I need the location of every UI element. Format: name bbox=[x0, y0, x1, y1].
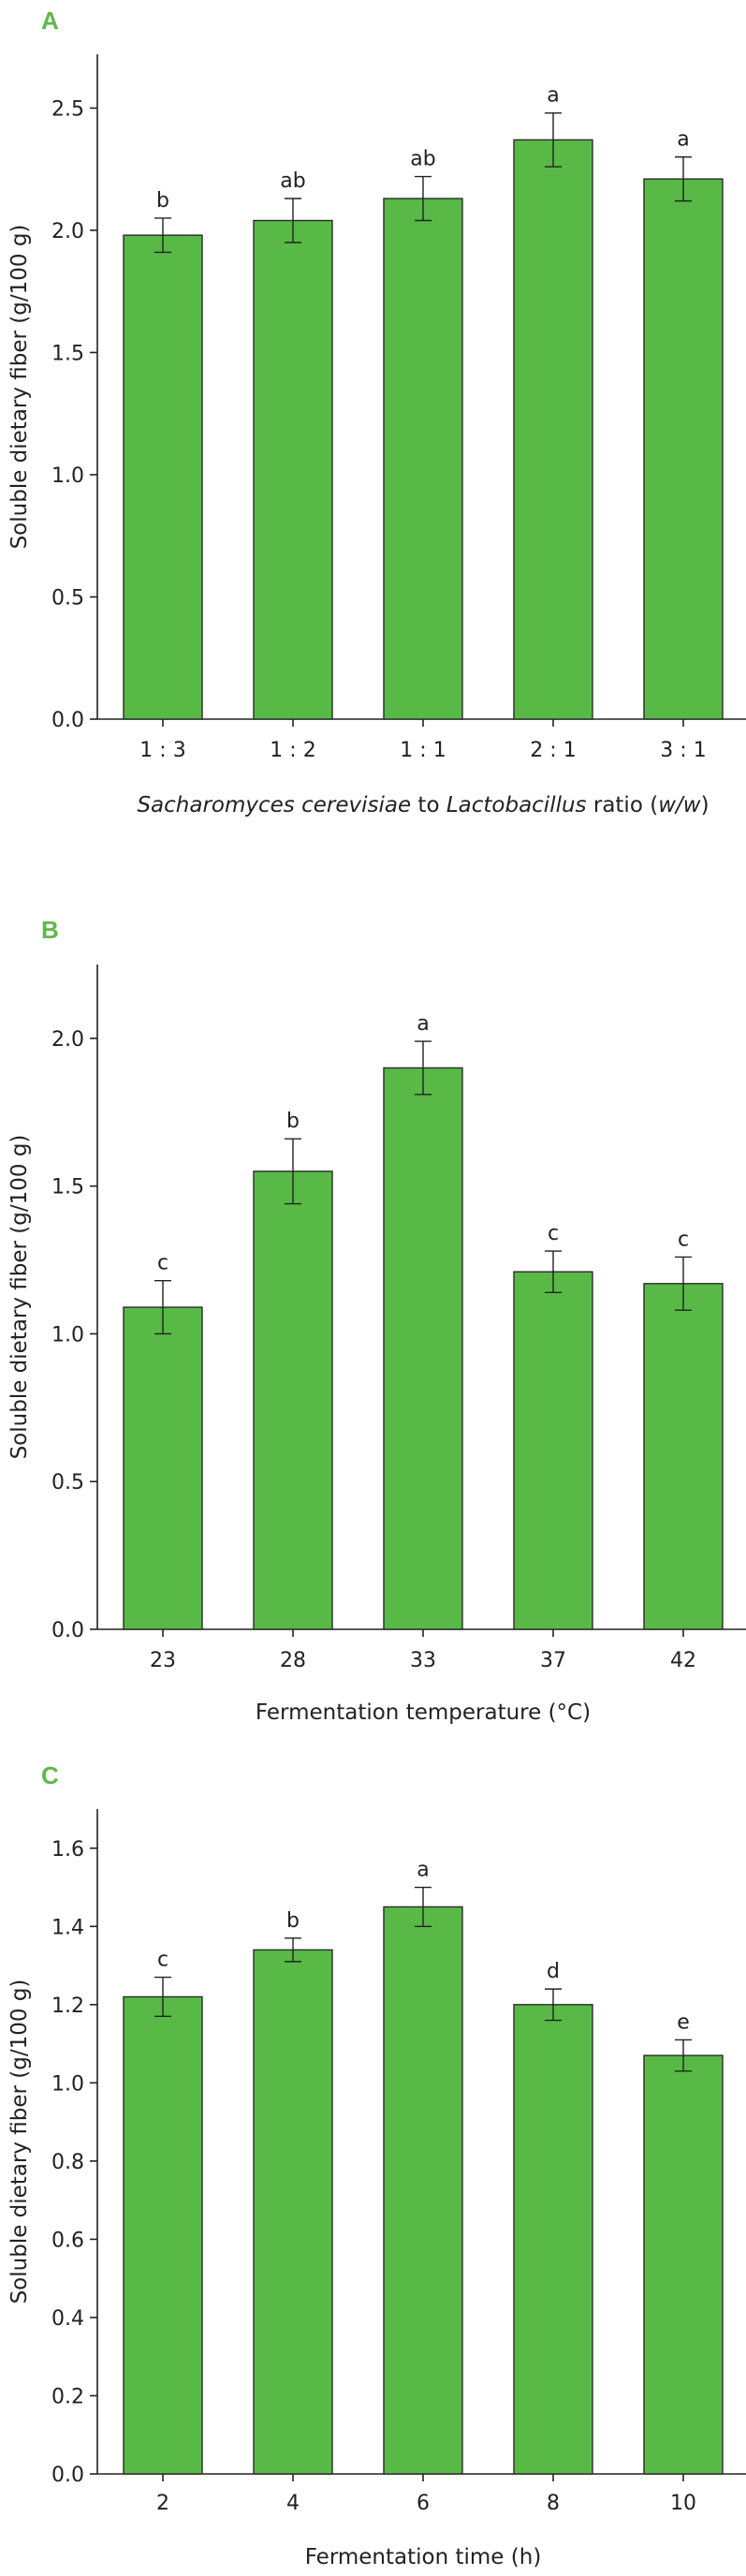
significance-label: c bbox=[678, 1228, 689, 1251]
panel-c: C 0.0 0.2 0.4 0.6 0.8 1.0 1.2 1.4 1.6 Soluble diet… bbox=[7, 1761, 746, 2569]
x-tick-label: 28 bbox=[280, 1649, 306, 1672]
significance-label: b bbox=[286, 1909, 300, 1933]
y-tick-label: 1.2 bbox=[51, 1995, 84, 2018]
x-tick-label: 1 : 2 bbox=[270, 739, 315, 762]
y-tick-label: 1.5 bbox=[51, 1176, 84, 1200]
significance-label: e bbox=[677, 2010, 690, 2034]
bar bbox=[253, 1949, 333, 2475]
x-tick-label: 1 : 1 bbox=[400, 739, 446, 762]
significance-label: b bbox=[156, 189, 169, 213]
x-axis-title-part: ratio ( bbox=[587, 793, 659, 817]
y-tick-label: 2.0 bbox=[51, 1028, 84, 1052]
x-tick-label: 2 : 1 bbox=[530, 739, 576, 762]
x-axis-title-part: w/w bbox=[658, 793, 701, 817]
x-tick-label: 37 bbox=[540, 1649, 566, 1672]
bar bbox=[123, 234, 203, 720]
x-tick-label: 3 : 1 bbox=[660, 739, 706, 762]
x-axis-title: Sacharomyces cerevisiae to Lactobacillus… bbox=[137, 793, 709, 817]
x-tick-label: 42 bbox=[670, 1649, 696, 1672]
panel-a: A 0.0 0.5 1.0 1.5 2.0 2.5 Soluble dietary fiber… bbox=[7, 7, 746, 817]
y-tick-label: 0.4 bbox=[51, 2307, 84, 2331]
y-axis-title: Soluble dietary fiber (g/100 g) bbox=[7, 1980, 32, 2304]
y-tick-label: 1.0 bbox=[51, 1323, 84, 1347]
y-tick-label: 1.4 bbox=[51, 1916, 84, 1939]
x-tick-label: 4 bbox=[286, 2492, 300, 2515]
bar bbox=[383, 198, 463, 720]
bar bbox=[643, 2054, 724, 2475]
x-tick-label: 2 bbox=[156, 2492, 169, 2515]
bar bbox=[513, 139, 593, 720]
y-tick-label: 1.5 bbox=[51, 342, 84, 365]
significance-label: a bbox=[547, 84, 559, 108]
x-tick-label: 8 bbox=[547, 2492, 560, 2515]
y-tick-label: 1.0 bbox=[51, 464, 84, 488]
y-tick-label: 2.5 bbox=[51, 97, 84, 121]
significance-label: ab bbox=[410, 148, 435, 171]
bar bbox=[513, 2004, 593, 2475]
y-tick-label: 1.0 bbox=[51, 2072, 84, 2096]
x-axis-title-part: Fermentation temperature (°C) bbox=[256, 1700, 591, 1725]
panel-b: B 0.0 0.5 1.0 1.5 2.0 Soluble dietary fiber (g… bbox=[7, 916, 746, 1725]
x-axis-title-part: ) bbox=[701, 793, 709, 817]
bar bbox=[123, 1306, 203, 1630]
x-axis-title: Fermentation temperature (°C) bbox=[256, 1700, 591, 1725]
y-tick-label: 0.0 bbox=[51, 2464, 84, 2487]
y-tick-label: 0.5 bbox=[51, 586, 84, 610]
y-tick-label: 0.0 bbox=[51, 1619, 84, 1642]
y-tick-label: 0.8 bbox=[51, 2151, 84, 2174]
bar bbox=[253, 1170, 333, 1630]
bar bbox=[643, 1283, 724, 1630]
x-tick-label: 1 : 3 bbox=[139, 739, 185, 762]
significance-label: c bbox=[548, 1222, 559, 1245]
x-axis-title-part: Fermentation time (h) bbox=[305, 2545, 542, 2569]
bar bbox=[383, 1906, 463, 2475]
panel-letter: A bbox=[41, 7, 59, 35]
panel-letter: B bbox=[41, 916, 59, 944]
x-tick-label: 33 bbox=[410, 1649, 436, 1672]
bar bbox=[513, 1271, 593, 1630]
significance-label: a bbox=[417, 1012, 429, 1036]
y-tick-label: 2.0 bbox=[51, 220, 84, 243]
significance-label: a bbox=[677, 128, 689, 152]
significance-label: a bbox=[417, 1859, 429, 1882]
significance-label: d bbox=[547, 1960, 560, 1983]
x-tick-label: 10 bbox=[670, 2492, 696, 2515]
panel-letter: C bbox=[41, 1761, 59, 1789]
x-axis-title-part: to bbox=[411, 793, 446, 817]
significance-label: b bbox=[286, 1110, 300, 1133]
x-axis-title: Fermentation time (h) bbox=[305, 2545, 542, 2569]
y-axis-title: Soluble dietary fiber (g/100 g) bbox=[7, 225, 32, 550]
y-tick-label: 0.2 bbox=[51, 2385, 84, 2408]
bar bbox=[643, 178, 724, 720]
y-tick-label: 0.5 bbox=[51, 1471, 84, 1494]
bar bbox=[253, 219, 333, 720]
bar bbox=[123, 1995, 203, 2475]
y-tick-label: 0.6 bbox=[51, 2229, 84, 2252]
x-tick-label: 23 bbox=[150, 1649, 176, 1672]
significance-label: ab bbox=[280, 169, 305, 193]
x-tick-label: 6 bbox=[417, 2492, 430, 2515]
significance-label: c bbox=[157, 1949, 168, 1972]
x-axis-title-part: Sacharomyces cerevisiae bbox=[137, 793, 411, 817]
y-tick-label: 0.0 bbox=[51, 709, 84, 732]
x-axis-title-part: Lactobacillus bbox=[446, 793, 587, 817]
y-tick-label: 1.6 bbox=[51, 1838, 84, 1862]
significance-label: c bbox=[157, 1252, 168, 1275]
y-axis-title: Soluble dietary fiber (g/100 g) bbox=[7, 1135, 32, 1460]
bar bbox=[383, 1067, 463, 1630]
